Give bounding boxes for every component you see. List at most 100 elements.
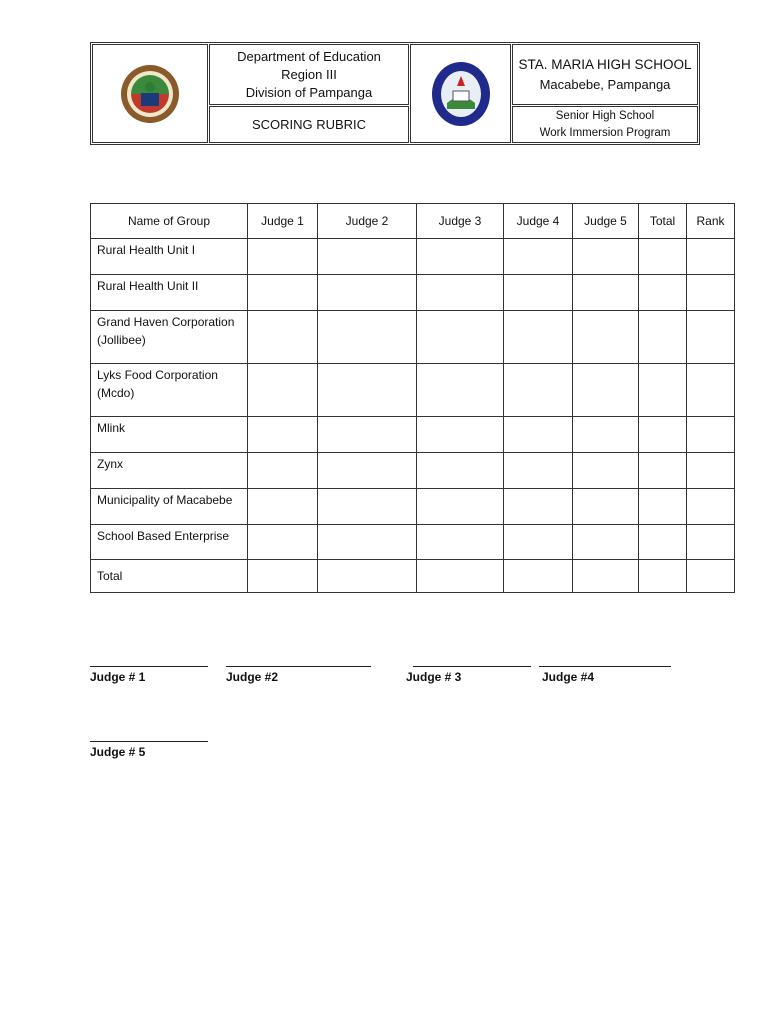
table-row-total: Total bbox=[90, 559, 735, 593]
table-row: Municipality of Macabebe bbox=[90, 488, 735, 525]
score-cell[interactable] bbox=[247, 363, 318, 417]
score-cell[interactable] bbox=[572, 488, 639, 525]
total-label: Total bbox=[90, 559, 248, 593]
score-cell[interactable] bbox=[503, 524, 573, 560]
school-name: STA. MARIA HIGH SCHOOL bbox=[518, 56, 692, 72]
score-cell[interactable] bbox=[572, 363, 639, 417]
score-cell[interactable] bbox=[503, 274, 573, 311]
judge-5-label: Judge # 5 bbox=[90, 745, 146, 759]
signature-line-1[interactable] bbox=[90, 666, 208, 667]
column-header: Total bbox=[638, 203, 687, 239]
score-cell[interactable] bbox=[686, 274, 735, 311]
score-cell[interactable] bbox=[686, 416, 735, 453]
score-cell[interactable] bbox=[638, 488, 687, 525]
group-name: School Based Enterprise bbox=[90, 524, 248, 560]
score-cell[interactable] bbox=[686, 488, 735, 525]
group-name: Rural Health Unit I bbox=[90, 238, 248, 275]
score-cell[interactable] bbox=[638, 310, 687, 364]
score-cell[interactable] bbox=[317, 488, 417, 525]
score-cell[interactable] bbox=[503, 416, 573, 453]
score-cell[interactable] bbox=[572, 524, 639, 560]
deped-logo-cell bbox=[92, 44, 208, 143]
group-name: Rural Health Unit II bbox=[90, 274, 248, 311]
score-cell[interactable] bbox=[638, 452, 687, 489]
rubric-title-cell: SCORING RUBRIC bbox=[209, 106, 409, 143]
score-cell[interactable] bbox=[416, 452, 504, 489]
score-cell[interactable] bbox=[317, 310, 417, 364]
score-cell[interactable] bbox=[416, 274, 504, 311]
group-name: Zynx bbox=[90, 452, 248, 489]
score-cell[interactable] bbox=[416, 524, 504, 560]
score-cell[interactable] bbox=[416, 416, 504, 453]
column-header: Rank bbox=[686, 203, 735, 239]
score-cell[interactable] bbox=[503, 488, 573, 525]
score-cell[interactable] bbox=[503, 363, 573, 417]
column-header: Judge 5 bbox=[572, 203, 639, 239]
signature-line-3[interactable] bbox=[413, 666, 531, 667]
score-cell[interactable] bbox=[317, 363, 417, 417]
column-header: Judge 2 bbox=[317, 203, 417, 239]
program-name: Work Immersion Program bbox=[539, 126, 671, 139]
score-cell[interactable] bbox=[317, 452, 417, 489]
score-cell[interactable] bbox=[247, 416, 318, 453]
total-cell[interactable] bbox=[247, 559, 318, 593]
table-row: Zynx bbox=[90, 452, 735, 489]
score-cell[interactable] bbox=[317, 416, 417, 453]
signature-line-4[interactable] bbox=[539, 666, 671, 667]
score-cell[interactable] bbox=[572, 238, 639, 275]
group-name: Mlink bbox=[90, 416, 248, 453]
score-cell[interactable] bbox=[317, 524, 417, 560]
table-header: Name of Group Judge 1 Judge 2 Judge 3 Judge … bbox=[90, 203, 735, 239]
score-cell[interactable] bbox=[686, 452, 735, 489]
column-header: Judge 3 bbox=[416, 203, 504, 239]
score-cell[interactable] bbox=[247, 310, 318, 364]
score-cell[interactable] bbox=[416, 238, 504, 275]
school-logo-cell bbox=[410, 44, 511, 143]
score-cell[interactable] bbox=[638, 363, 687, 417]
score-cell[interactable] bbox=[247, 274, 318, 311]
group-name: Lyks Food Corporation (Mcdo) bbox=[90, 363, 248, 417]
score-cell[interactable] bbox=[686, 310, 735, 364]
score-cell[interactable] bbox=[247, 488, 318, 525]
score-cell[interactable] bbox=[638, 274, 687, 311]
signature-line-5[interactable] bbox=[90, 741, 208, 742]
program-level: Senior High School bbox=[555, 109, 655, 122]
total-cell[interactable] bbox=[572, 559, 639, 593]
school-location: Macabebe, Pampanga bbox=[539, 76, 671, 92]
score-cell[interactable] bbox=[416, 363, 504, 417]
score-cell[interactable] bbox=[638, 416, 687, 453]
score-cell[interactable] bbox=[247, 452, 318, 489]
score-cell[interactable] bbox=[686, 363, 735, 417]
score-cell[interactable] bbox=[317, 274, 417, 311]
score-cell[interactable] bbox=[686, 524, 735, 560]
total-cell[interactable] bbox=[416, 559, 504, 593]
score-cell[interactable] bbox=[503, 238, 573, 275]
total-cell[interactable] bbox=[686, 559, 735, 593]
score-cell[interactable] bbox=[572, 452, 639, 489]
judge-1-label: Judge # 1 bbox=[90, 670, 146, 684]
deped-info: Department of Education Region III Divis… bbox=[209, 44, 409, 105]
score-cell[interactable] bbox=[686, 238, 735, 275]
score-cell[interactable] bbox=[317, 238, 417, 275]
score-cell[interactable] bbox=[416, 488, 504, 525]
score-cell[interactable] bbox=[247, 238, 318, 275]
score-cell[interactable] bbox=[572, 310, 639, 364]
score-cell[interactable] bbox=[572, 274, 639, 311]
total-cell[interactable] bbox=[317, 559, 417, 593]
score-cell[interactable] bbox=[638, 238, 687, 275]
signature-line-2[interactable] bbox=[226, 666, 371, 667]
score-cell[interactable] bbox=[572, 416, 639, 453]
score-cell[interactable] bbox=[503, 310, 573, 364]
deped-seal-icon bbox=[121, 64, 179, 123]
score-cell[interactable] bbox=[416, 310, 504, 364]
score-cell[interactable] bbox=[638, 524, 687, 560]
table-row: Mlink bbox=[90, 416, 735, 453]
score-cell[interactable] bbox=[247, 524, 318, 560]
deped-name: Department of Education bbox=[237, 48, 381, 64]
table-row: Grand Haven Corporation (Jollibee) bbox=[90, 310, 735, 364]
group-name: Municipality of Macabebe bbox=[90, 488, 248, 525]
region: Region III bbox=[281, 66, 337, 82]
score-cell[interactable] bbox=[503, 452, 573, 489]
total-cell[interactable] bbox=[638, 559, 687, 593]
total-cell[interactable] bbox=[503, 559, 573, 593]
